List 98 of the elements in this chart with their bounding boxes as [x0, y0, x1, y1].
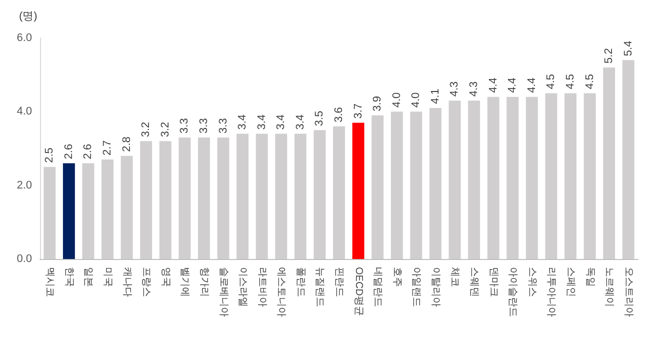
data-label: 3.2 [159, 122, 172, 138]
x-tick-label: 뉴질랜드 [314, 267, 326, 307]
bar [198, 137, 210, 259]
data-label: 3.2 [140, 122, 152, 138]
bar [526, 96, 538, 259]
data-label: 4.1 [429, 88, 442, 104]
bar [584, 93, 596, 259]
data-label: 2.6 [82, 144, 94, 160]
y-axis-title: (명) [19, 10, 38, 22]
x-tick-label: 이스라엘 [237, 267, 248, 307]
bar [120, 156, 133, 259]
data-label: 2.8 [120, 136, 133, 152]
data-label: 4.5 [584, 74, 596, 90]
data-label: 5.2 [603, 48, 616, 64]
x-tick-label: 아일랜드 [410, 267, 422, 307]
x-tick-label: 멕시코 [44, 267, 56, 297]
bar [622, 60, 634, 259]
data-label: 3.4 [294, 114, 306, 130]
bar [448, 100, 461, 259]
x-tick-label: 벨기에 [179, 267, 190, 297]
bar [159, 141, 172, 259]
x-tick-label: 아이슬란드 [507, 267, 518, 317]
bar [314, 130, 326, 259]
x-tick-label: 이탈리아 [430, 267, 441, 307]
bar [429, 108, 442, 259]
data-label: 4.0 [410, 92, 422, 108]
x-tick-label: 오스트리아 [622, 267, 634, 317]
data-label: 3.3 [198, 118, 210, 134]
bar [333, 126, 345, 259]
x-tick-label: 프랑스 [140, 267, 152, 297]
x-tick-label: 호주 [391, 267, 402, 287]
x-tick-label: 덴마크 [488, 267, 499, 297]
data-label: 4.5 [545, 74, 558, 90]
y-tick-label: 4.0 [16, 106, 32, 118]
bar [390, 112, 403, 259]
bar [410, 112, 422, 259]
bar [82, 163, 94, 259]
data-label: 4.3 [448, 81, 461, 97]
bar [487, 96, 500, 259]
bar [352, 122, 364, 259]
bar [294, 134, 306, 259]
x-tick-label: 일본 [82, 267, 94, 287]
x-tick-label: 스페인 [564, 267, 576, 297]
data-label: 3.5 [314, 110, 326, 126]
data-label: 5.4 [622, 40, 634, 56]
x-tick-label: 체코 [449, 267, 460, 287]
data-label: 4.4 [506, 78, 519, 93]
data-label: 3.9 [372, 96, 384, 112]
bar [545, 93, 558, 259]
data-label: 4.3 [468, 81, 480, 97]
x-tick-label: 헝가리 [198, 267, 210, 297]
bar [372, 115, 384, 259]
bar [44, 166, 56, 259]
x-tick-label: 네덜란드 [372, 267, 384, 307]
bar [256, 134, 268, 259]
bar [506, 96, 519, 259]
x-tick-label: 에스토니아 [276, 267, 287, 317]
data-label: 3.4 [236, 114, 249, 130]
x-tick-label: 핀란드 [334, 267, 344, 297]
data-label: 4.4 [487, 78, 500, 93]
x-tick-label: 슬로베니아 [218, 267, 229, 317]
x-tick-label: 폴란드 [294, 267, 306, 297]
data-label: 3.3 [217, 118, 230, 134]
bar [275, 134, 288, 259]
x-tick-label: 한국 [63, 267, 74, 287]
data-label: 2.5 [44, 148, 56, 163]
y-tick-label: 0.0 [16, 253, 32, 265]
y-tick-label: 6.0 [16, 32, 32, 44]
x-tick-label: 노르웨이 [604, 267, 615, 307]
bar [236, 134, 249, 259]
data-label: 3.6 [333, 107, 345, 122]
x-tick-label: 미국 [102, 267, 114, 287]
data-label: 3.7 [352, 103, 364, 119]
bar [178, 137, 191, 259]
x-tick-label: OECD평균 [352, 267, 364, 316]
x-tick-label: 영국 [160, 267, 171, 287]
bar [564, 93, 576, 259]
x-tick-label: 리투아니아 [546, 267, 557, 317]
data-label: 2.6 [62, 144, 75, 160]
x-tick-label: 독일 [584, 267, 596, 287]
x-tick-label: 라트비아 [256, 267, 268, 307]
y-tick-label: 2.0 [16, 179, 32, 192]
x-tick-label: 스위스 [526, 267, 538, 297]
x-tick-label: 스웨덴 [468, 267, 480, 297]
bar [102, 160, 114, 259]
data-label: 2.7 [102, 140, 114, 156]
x-tick-label: 캐나다 [121, 267, 132, 297]
bar [217, 137, 230, 259]
data-label: 3.3 [178, 118, 191, 134]
data-label: 4.0 [390, 92, 403, 108]
bar [140, 141, 152, 259]
bar [62, 163, 75, 259]
data-label: 3.4 [275, 114, 288, 130]
data-label: 3.4 [256, 114, 268, 130]
bar [468, 100, 480, 259]
bar [603, 67, 616, 259]
data-label: 4.4 [526, 78, 538, 93]
data-label: 4.5 [564, 74, 576, 90]
